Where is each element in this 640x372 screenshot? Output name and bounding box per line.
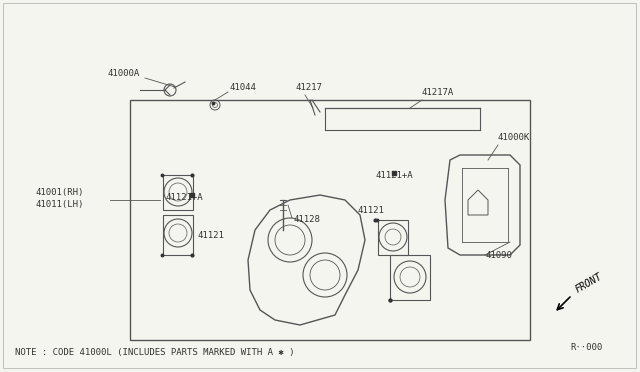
Text: 41121: 41121 — [198, 231, 225, 240]
Text: 41090: 41090 — [485, 251, 512, 260]
Text: 41001(RH): 41001(RH) — [35, 188, 83, 197]
Text: 41044: 41044 — [230, 83, 257, 92]
Text: 41121+A: 41121+A — [375, 171, 413, 180]
Text: 41011(LH): 41011(LH) — [35, 200, 83, 209]
Text: R··000: R··000 — [570, 343, 602, 352]
Text: 41000K: 41000K — [498, 133, 531, 142]
Text: 41121+A: 41121+A — [165, 193, 203, 202]
Text: 41217: 41217 — [295, 83, 322, 92]
Text: 41121: 41121 — [358, 206, 385, 215]
Text: FRONT: FRONT — [574, 272, 604, 295]
Text: NOTE : CODE 41000L (INCLUDES PARTS MARKED WITH A ✱ ): NOTE : CODE 41000L (INCLUDES PARTS MARKE… — [15, 348, 294, 357]
Text: 41000A: 41000A — [108, 69, 140, 78]
Text: 41128: 41128 — [293, 215, 320, 224]
Text: 41217A: 41217A — [422, 88, 454, 97]
